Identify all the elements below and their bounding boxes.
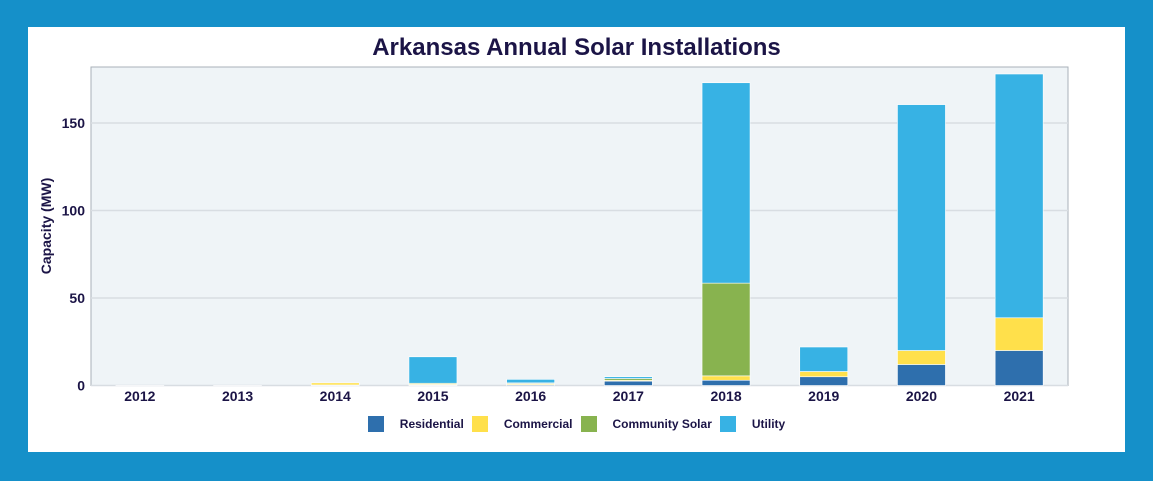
bar-commercial-2019 (799, 371, 849, 378)
bar-commercial-2014 (310, 382, 360, 386)
y-tick-label: 100 (62, 203, 86, 219)
bar-residential-2018 (701, 379, 751, 386)
bar-residential-2017 (604, 380, 653, 386)
legend-label: Community Solar (612, 417, 712, 431)
y-tick-label: 50 (69, 290, 85, 306)
legend: Residential Commercial Community Solar Util… (0, 416, 1153, 432)
x-tick-label: 2019 (808, 388, 839, 404)
bar-community-solar-2018 (701, 282, 751, 377)
legend-swatch (367, 416, 384, 432)
bar-utility-2019 (799, 346, 849, 372)
x-tick-label: 2014 (320, 388, 351, 404)
bar-utility-2018 (701, 82, 751, 284)
bar-commercial-2018 (701, 375, 751, 381)
bar-utility-2017 (604, 376, 653, 379)
bar-residential-2020 (897, 364, 946, 386)
x-tick-label: 2015 (417, 388, 448, 404)
x-tick-label: 2021 (1004, 388, 1035, 404)
legend-label: Residential (399, 417, 464, 431)
legend-swatch (719, 416, 736, 432)
bar-commercial-2020 (897, 350, 946, 365)
legend-item[interactable]: Community Solar (580, 416, 712, 432)
bar-utility-2021 (994, 73, 1044, 319)
bar-residential-2019 (799, 376, 849, 386)
legend-item[interactable]: Commercial (471, 416, 573, 432)
legend-label: Commercial (503, 417, 573, 431)
y-tick-label: 0 (77, 378, 85, 394)
y-axis-label: Capacity (MW) (38, 178, 54, 274)
chart-title: Arkansas Annual Solar Installations (372, 34, 781, 61)
y-tick-label: 150 (62, 115, 86, 131)
x-tick-label: 2012 (124, 388, 155, 404)
x-tick-label: 2013 (222, 388, 253, 404)
legend-swatch (580, 416, 597, 432)
x-tick-label: 2018 (710, 388, 741, 404)
x-tick-label: 2017 (613, 388, 644, 404)
legend-item[interactable]: Residential (367, 416, 464, 432)
bar-utility-2020 (897, 104, 946, 351)
bar-utility-2016 (506, 379, 555, 384)
bar-commercial-2021 (994, 317, 1044, 351)
bar-utility-2015 (408, 356, 458, 384)
legend-swatch (471, 416, 488, 432)
x-tick-label: 2016 (515, 388, 546, 404)
bar-residential-2021 (994, 350, 1044, 386)
legend-label: Utility (751, 417, 786, 431)
legend-item[interactable]: Utility (719, 416, 786, 432)
x-tick-label: 2020 (906, 388, 937, 404)
